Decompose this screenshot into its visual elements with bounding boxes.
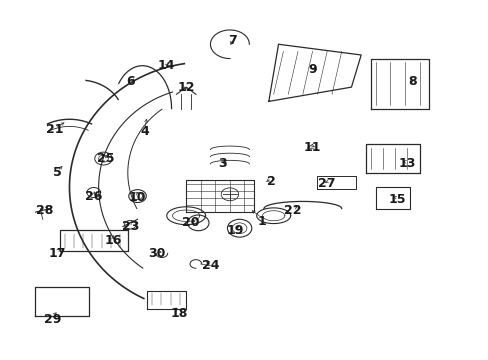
Text: 1: 1	[257, 215, 265, 228]
Text: 13: 13	[398, 157, 415, 170]
Text: 4: 4	[140, 125, 149, 138]
Text: 29: 29	[43, 313, 61, 326]
Text: 2: 2	[266, 175, 275, 188]
Text: 15: 15	[388, 193, 406, 206]
Text: 23: 23	[122, 220, 139, 233]
Text: 16: 16	[104, 234, 122, 247]
Text: 7: 7	[227, 34, 236, 47]
Text: 25: 25	[97, 152, 115, 165]
Text: 20: 20	[182, 216, 200, 229]
Text: 26: 26	[85, 190, 102, 203]
Text: 5: 5	[53, 166, 61, 179]
Text: 22: 22	[284, 204, 301, 217]
Text: 9: 9	[307, 63, 316, 76]
Text: 27: 27	[318, 177, 335, 190]
Text: 19: 19	[225, 224, 243, 237]
Text: 21: 21	[46, 123, 63, 136]
Text: 6: 6	[126, 75, 134, 88]
Text: 3: 3	[218, 157, 226, 170]
Text: 24: 24	[202, 259, 219, 272]
Text: 18: 18	[170, 307, 187, 320]
Text: 30: 30	[148, 247, 165, 260]
Text: 8: 8	[407, 75, 416, 88]
Text: 17: 17	[48, 247, 66, 260]
Text: 10: 10	[128, 192, 146, 204]
Text: 12: 12	[177, 81, 195, 94]
Text: 28: 28	[37, 204, 54, 217]
Text: 11: 11	[303, 141, 321, 154]
Text: 14: 14	[158, 59, 175, 72]
